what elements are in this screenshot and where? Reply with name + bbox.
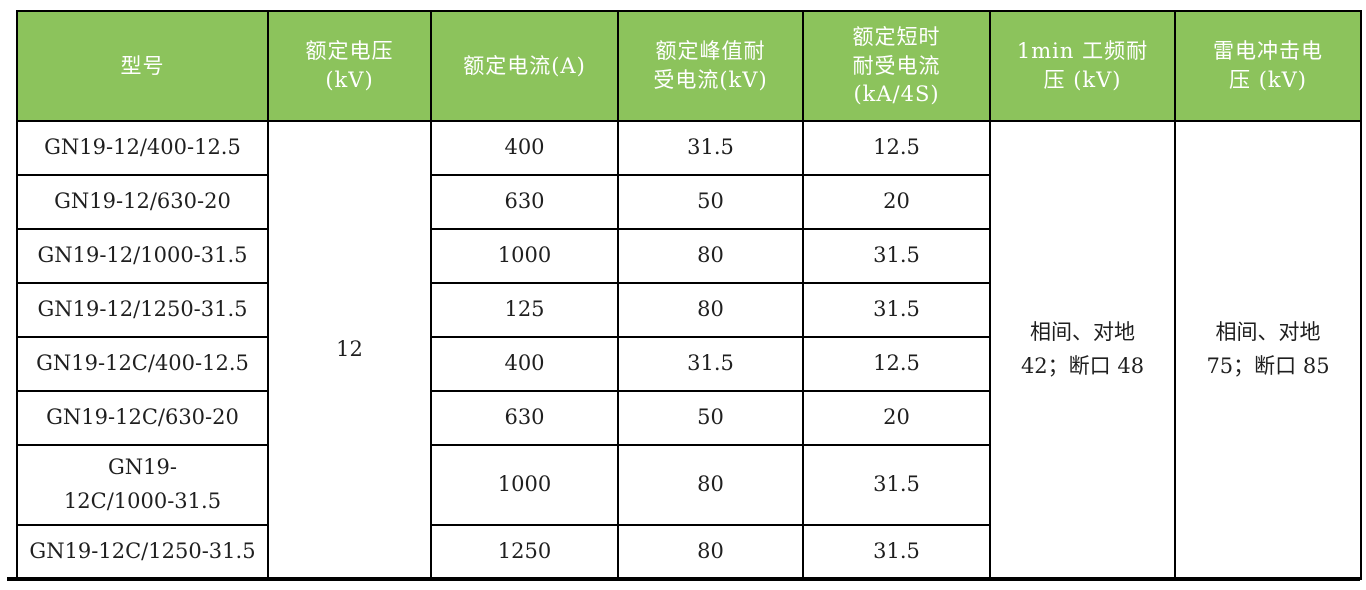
peak-current-cell: 80 [617,228,804,284]
lightning-impulse-cell: 相间、对地 75；断口 85 [1174,120,1362,580]
power-frequency-cell: 相间、对地 42；断口 48 [989,120,1176,580]
header-peak-withstand-current: 额定峰值耐 受电流(kV) [617,10,804,122]
short-time-current-cell: 31.5 [802,228,991,284]
model-cell: GN19-12/630-20 [16,174,269,230]
model-cell: GN19-12C/630-20 [16,390,269,446]
table-row: GN19-12C/630-20 630 50 20 [16,390,1361,446]
current-cell: 125 [430,282,619,338]
header-row: 型号 额定电压 (kV) 额定电流(A) 额定峰值耐 受电流(kV) 额定短时 … [16,10,1362,122]
table-bottom-rule [7,577,1360,581]
table-row: GN19-12/630-20 630 50 20 [16,174,1361,230]
rated-voltage-cell: 12 [267,120,432,580]
model-cell: GN19- 12C/1000-31.5 [16,444,269,526]
short-time-current-cell: 12.5 [802,336,991,392]
short-time-current-cell: 31.5 [802,282,991,338]
model-cell: GN19-12C/1250-31.5 [16,524,269,580]
peak-current-cell: 80 [617,444,804,526]
short-time-current-cell: 20 [802,390,991,446]
header-model: 型号 [16,10,269,122]
header-power-frequency-voltage: 1min 工频耐 压 (kV) [989,10,1176,122]
model-cell: GN19-12/400-12.5 [16,120,269,176]
header-lightning-impulse-voltage: 雷电冲击电 压 (kV) [1174,10,1362,122]
header-rated-voltage: 额定电压 (kV) [267,10,432,122]
peak-current-cell: 50 [617,174,804,230]
short-time-current-cell: 31.5 [802,444,991,526]
spec-table-container: 型号 额定电压 (kV) 额定电流(A) 额定峰值耐 受电流(kV) 额定短时 … [7,10,1362,581]
table-row: GN19- 12C/1000-31.5 1000 80 31.5 [16,444,1361,526]
short-time-current-cell: 20 [802,174,991,230]
peak-current-cell: 31.5 [617,336,804,392]
current-cell: 400 [430,120,619,176]
peak-current-cell: 31.5 [617,120,804,176]
table-row: GN19-12C/1250-31.5 1250 80 31.5 [16,524,1361,580]
current-cell: 400 [430,336,619,392]
header-rated-current: 额定电流(A) [430,10,619,122]
table-row: GN19-12/1250-31.5 125 80 31.5 [16,282,1361,338]
short-time-current-cell: 12.5 [802,120,991,176]
current-cell: 1000 [430,228,619,284]
current-cell: 630 [430,174,619,230]
model-cell: GN19-12/1000-31.5 [16,228,269,284]
peak-current-cell: 80 [617,524,804,580]
model-cell: GN19-12/1250-31.5 [16,282,269,338]
current-cell: 1000 [430,444,619,526]
current-cell: 1250 [430,524,619,580]
header-short-time-current: 额定短时 耐受电流 (kA/4S) [802,10,991,122]
table-row: GN19-12/1000-31.5 1000 80 31.5 [16,228,1361,284]
table-row: GN19-12/400-12.5 12 400 31.5 12.5 相间、对地 … [16,120,1362,580]
table-row: GN19-12C/400-12.5 400 31.5 12.5 [16,336,1361,392]
current-cell: 630 [430,390,619,446]
spec-table: 型号 额定电压 (kV) 额定电流(A) 额定峰值耐 受电流(kV) 额定短时 … [16,10,1362,580]
peak-current-cell: 80 [617,282,804,338]
short-time-current-cell: 31.5 [802,524,991,580]
peak-current-cell: 50 [617,390,804,446]
model-cell: GN19-12C/400-12.5 [16,336,269,392]
